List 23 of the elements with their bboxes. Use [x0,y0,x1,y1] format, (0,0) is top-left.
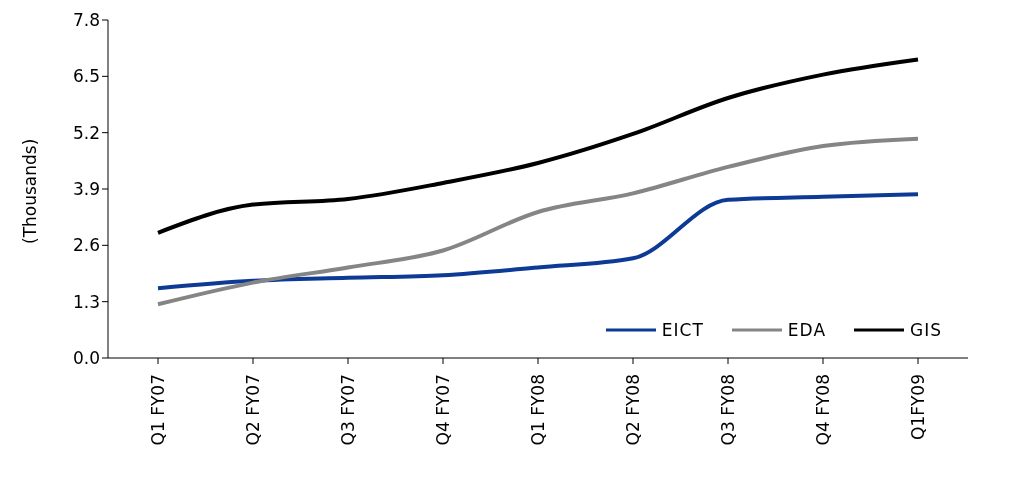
x-tick-label: Q1 FY07 [148,374,168,446]
legend-label: EICT [661,320,704,340]
y-tick-label: 3.9 [72,179,100,200]
x-tick-label: Q1 FY08 [528,374,548,446]
y-tick-label: 6.5 [72,66,100,87]
y-tick-label: 2.6 [72,235,100,256]
x-tick-label: Q3 FY07 [338,374,358,446]
legend-label: GIS [910,320,942,340]
y-tick-label: 7.8 [72,10,100,31]
x-tick-label: Q2 FY08 [623,374,643,446]
y-tick-label: 1.3 [72,291,100,312]
x-tick-label: Q1FY09 [908,374,928,440]
y-axis-title: (Thousands) [20,138,41,244]
x-tick-label: Q4 FY08 [813,374,833,446]
legend-label: EDA [787,320,827,340]
line-series [156,136,920,307]
x-tick-label: Q4 FY07 [433,374,453,446]
x-tick-label: Q2 FY07 [243,374,263,446]
y-tick-label: 0.0 [72,348,100,369]
y-tick-label: 5.2 [72,122,100,143]
line-series [156,192,920,291]
line-series [156,57,920,235]
x-tick-label: Q3 FY08 [718,374,738,446]
